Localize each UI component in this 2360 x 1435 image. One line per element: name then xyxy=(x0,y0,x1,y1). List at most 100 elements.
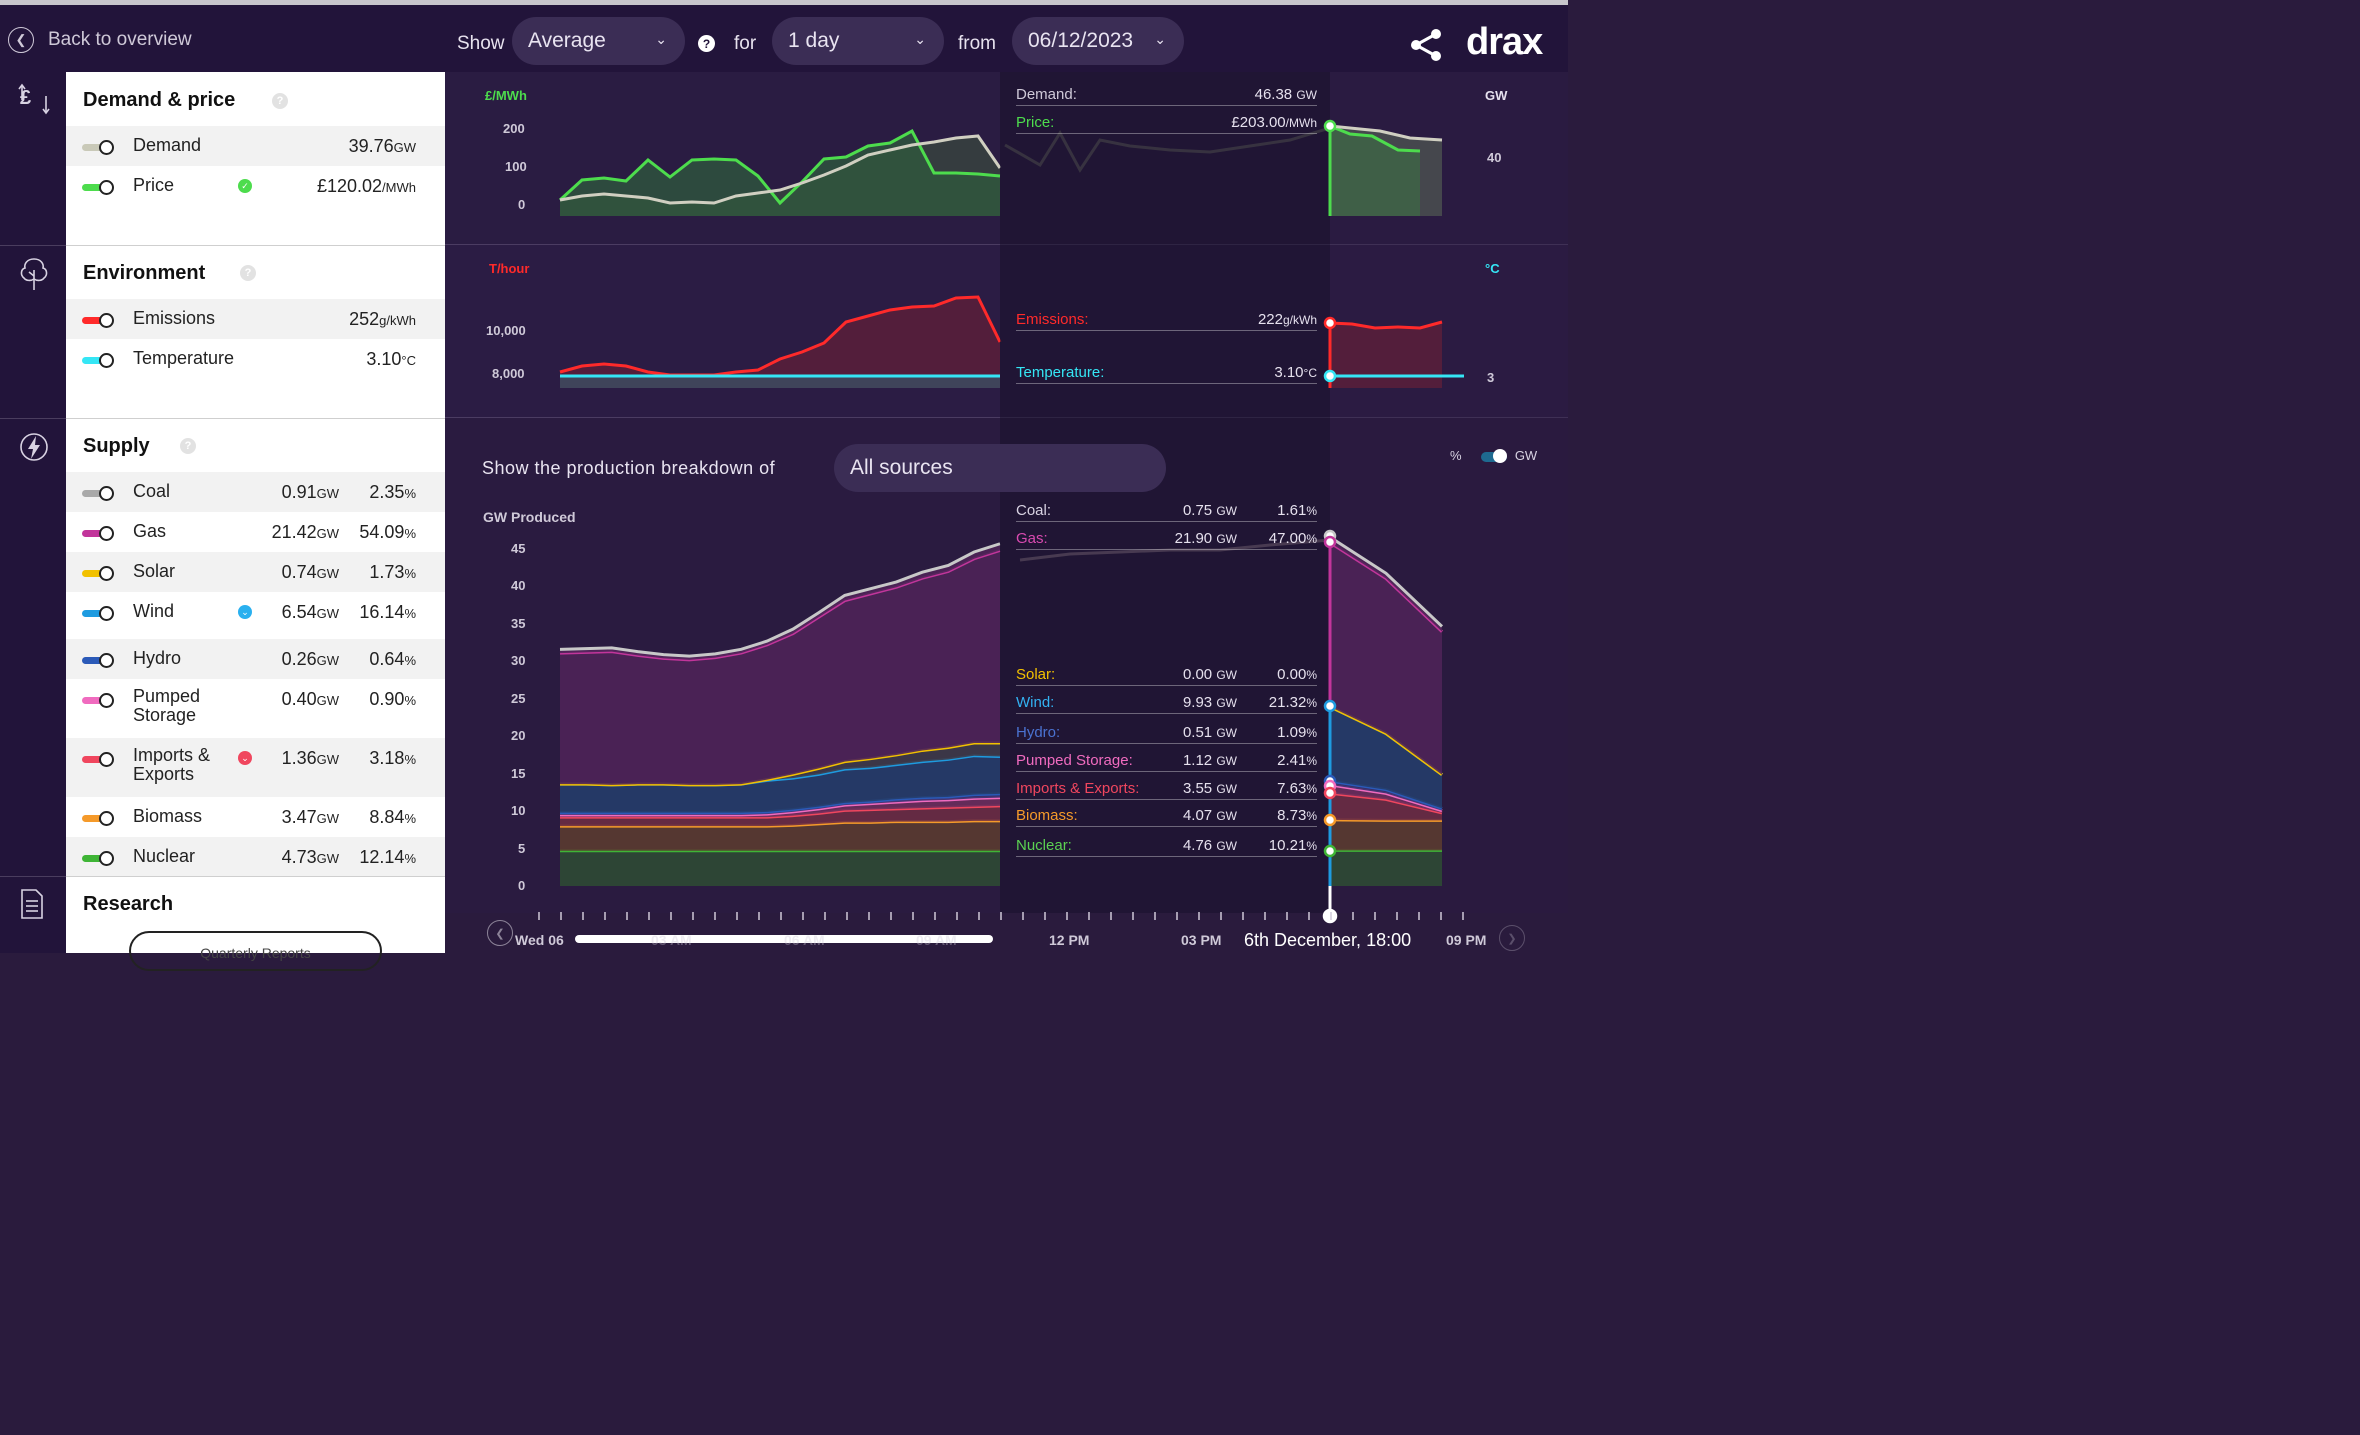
source-percent-value: 16.14% xyxy=(359,602,416,622)
supply-row[interactable]: Solar 0.74GW 1.73% xyxy=(66,552,445,592)
help-icon[interactable]: ? xyxy=(180,438,196,454)
back-arrow-icon: ❮ xyxy=(8,27,34,53)
lightning-icon xyxy=(20,433,48,461)
timeline-label: 12 PM xyxy=(1049,932,1090,948)
source-gw-value: 0.26GW xyxy=(281,649,339,669)
row-demand[interactable]: Demand 39.76GW xyxy=(66,126,445,166)
temperature-value: 3.10°C xyxy=(366,349,416,369)
emissions-axis-unit: T/hour xyxy=(489,261,530,276)
hover-supply-row: Biomass: 4.07 GW 8.73% xyxy=(1016,805,1317,827)
source-percent-value: 54.09% xyxy=(359,522,416,542)
source-toggle[interactable] xyxy=(82,486,114,501)
source-percent-value: 3.18% xyxy=(369,748,416,768)
svg-text:£: £ xyxy=(20,87,31,109)
show-select[interactable]: Average ⌄ xyxy=(512,17,685,65)
supply-row[interactable]: Imports & Exports 1.36GW 3.18% ⌄ xyxy=(66,738,445,797)
source-percent-value: 0.90% xyxy=(369,689,416,709)
area-wind xyxy=(1330,706,1442,809)
emissions-tick: 10,000 xyxy=(486,323,526,338)
supply-row[interactable]: Coal 0.91GW 2.35% xyxy=(66,472,445,512)
section-title-supply: Supply xyxy=(83,435,150,457)
temperature-tick: 3 xyxy=(1487,370,1495,385)
production-y-tick: 10 xyxy=(511,803,526,819)
row-label: Solar xyxy=(133,561,176,581)
date-select-value: 06/12/2023 xyxy=(1028,29,1134,52)
production-y-tick: 40 xyxy=(511,578,526,594)
hover-date: 6th December, 18:00 xyxy=(1244,930,1412,950)
row-label: Price xyxy=(133,175,175,195)
emissions-value: 252g/kWh xyxy=(349,309,416,329)
supply-row[interactable]: Hydro 0.26GW 0.64% xyxy=(66,639,445,679)
line-coal xyxy=(1329,535,1444,628)
toggle-switch[interactable] xyxy=(1481,448,1508,463)
section-title-research: Research xyxy=(83,893,174,915)
source-toggle[interactable] xyxy=(82,752,114,767)
demand-toggle[interactable] xyxy=(82,140,114,155)
emissions-toggle[interactable] xyxy=(82,313,114,328)
section-title-environment: Environment xyxy=(83,262,206,284)
source-percent-value: 8.84% xyxy=(369,807,416,827)
quarterly-reports-button[interactable]: Quarterly Reports xyxy=(129,931,382,971)
production-y-tick: 0 xyxy=(518,878,526,893)
timeline-label: 06 AM xyxy=(784,932,825,948)
supply-row[interactable]: Wind 6.54GW 16.14% ⌄ xyxy=(66,592,445,639)
timeline-scrollbar[interactable] xyxy=(575,935,993,943)
production-y-tick: 35 xyxy=(511,615,526,631)
question-icon[interactable]: ? xyxy=(698,35,715,52)
demand-axis-unit: GW xyxy=(1485,88,1508,103)
source-gw-value: 6.54GW xyxy=(281,602,339,622)
timeline-label: 03 PM xyxy=(1181,932,1222,948)
source-toggle[interactable] xyxy=(82,566,114,581)
supply-row[interactable]: Pumped Storage 0.40GW 0.90% xyxy=(66,679,445,738)
hover-supply-row: Pumped Storage: 1.12 GW 2.41% xyxy=(1016,750,1317,772)
row-temperature[interactable]: Temperature 3.10°C xyxy=(66,339,445,379)
temperature-axis-unit: °C xyxy=(1485,261,1500,276)
row-emissions[interactable]: Emissions 252g/kWh xyxy=(66,299,445,339)
demand-line xyxy=(559,134,1002,205)
emissions-tick: 8,000 xyxy=(492,366,525,381)
source-toggle[interactable] xyxy=(82,851,114,866)
help-icon[interactable]: ? xyxy=(272,93,288,109)
period-select[interactable]: 1 day ⌄ xyxy=(772,17,944,65)
gw-option[interactable]: GW xyxy=(1514,448,1538,463)
drax-logo[interactable]: drax xyxy=(1466,21,1543,63)
timeline-next-button[interactable]: ❯ xyxy=(1499,925,1525,951)
source-percent-value: 12.14% xyxy=(359,847,416,867)
share-icon[interactable] xyxy=(1408,27,1444,63)
source-gw-value: 3.47GW xyxy=(281,807,339,827)
source-toggle[interactable] xyxy=(82,653,114,668)
source-toggle[interactable] xyxy=(82,693,114,708)
hover-temperature: Temperature: 3.10°C xyxy=(1016,362,1317,384)
help-icon[interactable]: ? xyxy=(240,265,256,281)
source-toggle[interactable] xyxy=(82,526,114,541)
date-select[interactable]: 06/12/2023 ⌄ xyxy=(1012,17,1184,65)
row-price[interactable]: Price ✓ £120.02/MWh xyxy=(66,166,445,206)
temperature-toggle[interactable] xyxy=(82,353,114,368)
supply-row[interactable]: Nuclear 4.73GW 12.14% xyxy=(66,837,445,877)
supply-row[interactable]: Biomass 3.47GW 8.84% xyxy=(66,797,445,837)
production-y-tick: 20 xyxy=(511,728,526,744)
source-toggle[interactable] xyxy=(82,606,114,621)
source-gw-value: 0.74GW xyxy=(281,562,339,582)
status-badge-icon: ⌄ xyxy=(238,751,252,765)
percent-option[interactable]: % xyxy=(1450,448,1462,463)
document-icon xyxy=(21,889,43,919)
area-nuclear xyxy=(560,850,1000,886)
data-panel: Demand & price ? Demand 39.76GW Price ✓ … xyxy=(66,72,445,971)
section-title-demand-price: Demand & price xyxy=(83,89,236,111)
sources-select[interactable]: All sources xyxy=(834,444,1166,492)
price-toggle[interactable] xyxy=(82,180,114,195)
source-gw-value: 21.42GW xyxy=(271,522,339,542)
show-label: Show xyxy=(457,33,505,54)
unit-toggle[interactable]: % GW xyxy=(1450,448,1537,463)
sources-select-value: All sources xyxy=(850,456,953,479)
supply-row[interactable]: Gas 21.42GW 54.09% xyxy=(66,512,445,552)
cursor-markers xyxy=(1322,119,1338,924)
price-area xyxy=(560,131,1000,216)
area-imports-exports xyxy=(560,805,1000,827)
source-toggle[interactable] xyxy=(82,811,114,826)
area-gas xyxy=(1330,542,1442,775)
chevron-down-icon: ⌄ xyxy=(1154,31,1166,47)
timeline-prev-button[interactable]: ❮ xyxy=(487,920,513,946)
back-to-overview-link[interactable]: ❮ Back to overview xyxy=(8,27,192,53)
